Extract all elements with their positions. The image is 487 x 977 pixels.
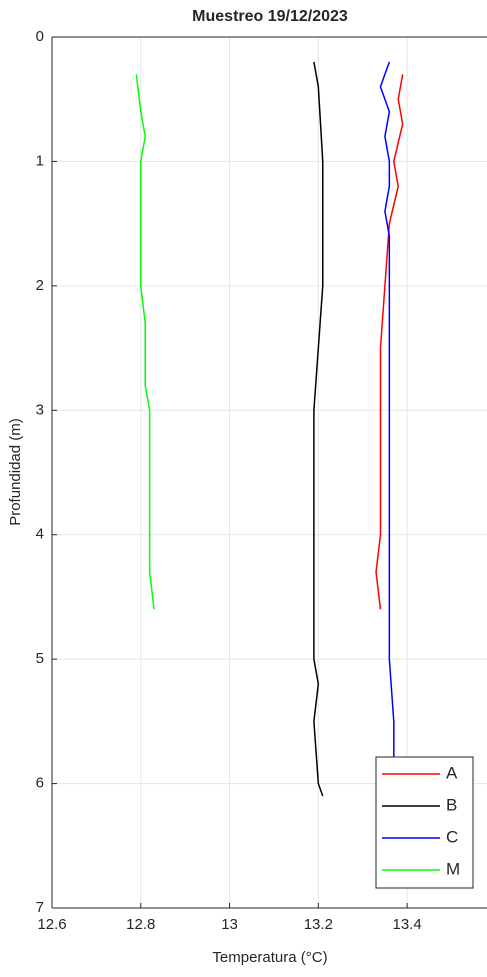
x-axis-label: Temperatura (°C)	[212, 949, 327, 966]
x-tick-label: 13.2	[304, 916, 333, 933]
x-tick-label: 12.8	[126, 916, 155, 933]
series-line	[379, 61, 395, 759]
series-line	[135, 74, 155, 610]
legend-label: M	[446, 859, 460, 878]
y-tick-label: 7	[36, 899, 44, 916]
legend-box	[375, 756, 474, 889]
y-tick-label: 4	[36, 526, 44, 543]
x-tick-label: 12.6	[37, 916, 66, 933]
chart-title: Muestreo 19/12/2023	[192, 8, 348, 25]
y-tick-label: 1	[36, 152, 44, 169]
x-tick-label: 13.4	[393, 916, 422, 933]
y-tick-label: 0	[36, 28, 44, 45]
y-axis-label: Profundidad (m)	[7, 418, 24, 526]
series-line	[313, 61, 324, 797]
y-tick-label: 3	[36, 401, 44, 418]
legend-label: B	[446, 795, 457, 814]
legend-label: C	[446, 827, 458, 846]
y-tick-label: 6	[36, 775, 44, 792]
y-tick-label: 2	[36, 277, 44, 294]
series-line	[375, 74, 404, 610]
x-tick-label: 13	[221, 916, 238, 933]
legend-label: A	[446, 763, 458, 782]
y-tick-label: 5	[36, 650, 44, 667]
